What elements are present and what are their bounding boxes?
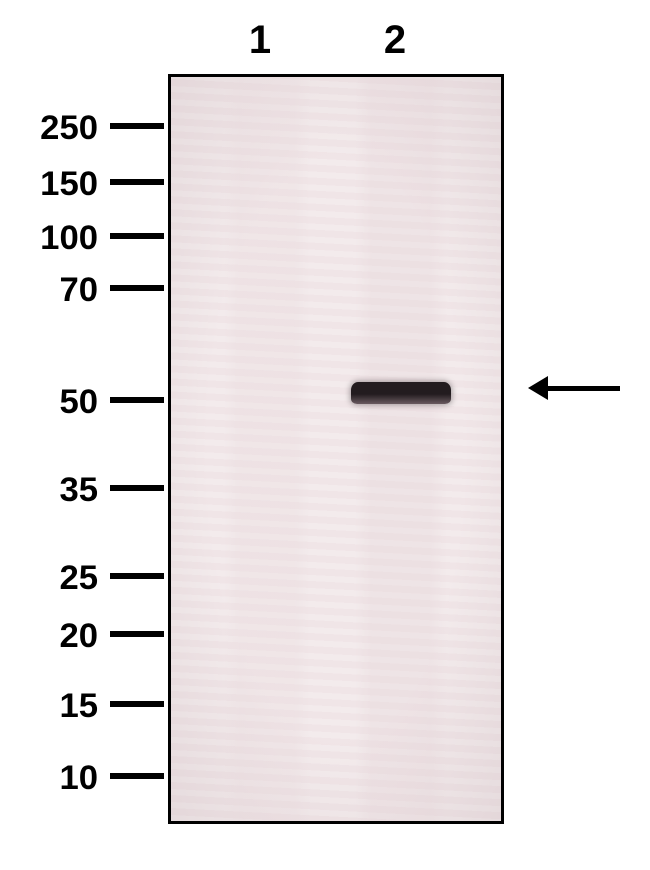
band-indicator-arrow: [0, 0, 650, 870]
arrow-shaft: [548, 386, 620, 391]
arrow-head-icon: [528, 376, 548, 400]
figure-canvas: 1 2 25015010070503525201510: [0, 0, 650, 870]
